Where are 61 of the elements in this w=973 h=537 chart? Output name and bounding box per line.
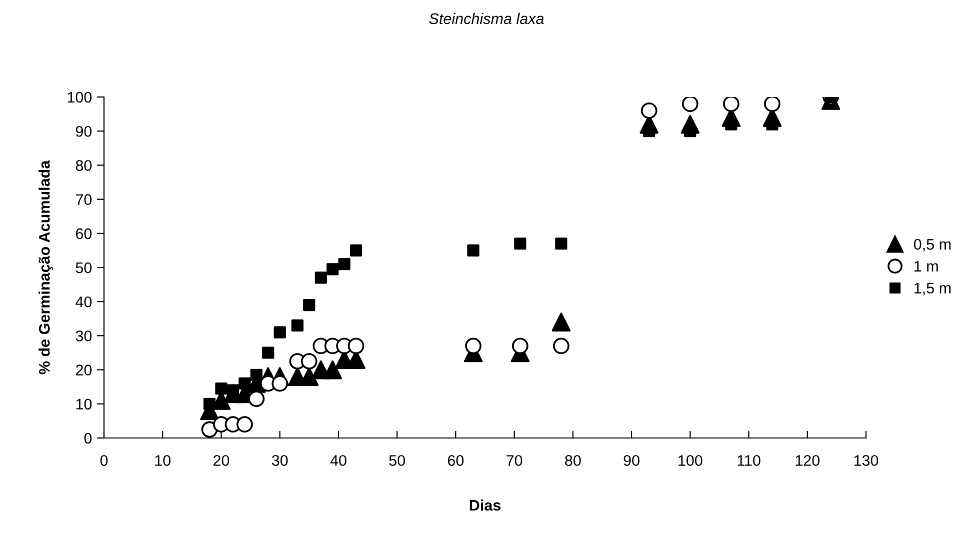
point (314, 272, 327, 284)
x-tick-label: 0 (100, 455, 108, 466)
y-axis-title: % de Germinação Acumulada (38, 160, 53, 374)
point (722, 97, 740, 112)
legend-label: 1 m (914, 260, 938, 272)
point (238, 377, 251, 390)
y-tick-label: 0 (84, 432, 92, 444)
point (555, 238, 568, 250)
chart-title: Steinchisma laxa (429, 12, 544, 24)
y-tick-label: 60 (76, 228, 92, 240)
point (326, 263, 339, 276)
point (272, 375, 288, 392)
x-tick-label: 50 (389, 455, 405, 466)
x-tick-label: 10 (155, 455, 171, 466)
x-tick-label: 70 (506, 455, 522, 466)
point (338, 258, 350, 270)
legend-label: 0,5 m (914, 238, 951, 252)
point (552, 312, 571, 332)
y-tick-label: 70 (76, 194, 92, 205)
y-tick-label: 10 (76, 398, 92, 410)
point (250, 368, 262, 381)
point (640, 102, 658, 119)
legend-label: 1,5 m (914, 282, 951, 296)
x-tick-label: 90 (624, 455, 640, 466)
x-axis-title: Dias (470, 499, 501, 511)
point (300, 353, 318, 370)
point (291, 319, 304, 332)
y-tick-label: 20 (76, 364, 92, 376)
y-tick-label: 30 (76, 330, 92, 342)
point (682, 97, 698, 112)
point (348, 338, 364, 354)
point (215, 382, 228, 395)
x-tick-label: 130 (854, 455, 878, 466)
x-tick-label: 60 (448, 455, 464, 466)
point (514, 238, 526, 250)
x-tick-label: 100 (678, 455, 702, 466)
y-tick-label: 80 (76, 160, 92, 171)
point (274, 326, 286, 338)
point (764, 97, 780, 112)
point (236, 416, 253, 433)
y-tick-label: 90 (76, 126, 92, 137)
point (553, 338, 570, 354)
y-tick-label: 100 (68, 92, 92, 103)
y-tick-label: 50 (76, 262, 92, 274)
x-tick-label: 110 (738, 455, 760, 466)
point (467, 244, 480, 257)
x-tick-label: 30 (272, 455, 288, 466)
point (262, 346, 274, 359)
y-tick-label: 40 (76, 296, 92, 308)
point (350, 244, 362, 257)
point (323, 360, 342, 380)
point (684, 125, 696, 138)
x-tick-label: 40 (330, 455, 346, 466)
x-tick-label: 120 (796, 455, 820, 466)
point (203, 398, 216, 410)
x-tick-label: 20 (214, 455, 230, 466)
x-tick-label: 80 (565, 455, 581, 466)
point (465, 338, 482, 354)
point (248, 390, 265, 407)
point (512, 338, 528, 354)
point (303, 298, 316, 312)
